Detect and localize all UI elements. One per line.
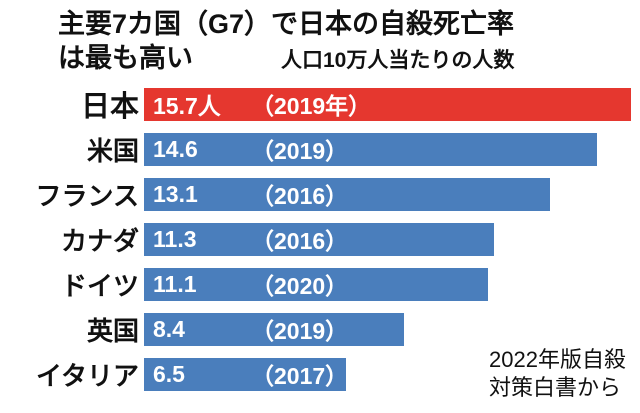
bar-track: 8.4 （2019） — [144, 312, 640, 346]
bar-row-germany: ドイツ 11.1 （2020） — [0, 262, 640, 307]
bar-value-label: 8.4 — [153, 315, 185, 342]
bar-value-label: 15.7人 — [153, 93, 221, 119]
bar-canada: 11.3 （2016） — [144, 222, 495, 256]
category-label-italy: イタリア — [36, 360, 139, 391]
bar-value-label: 11.1 — [153, 270, 197, 297]
bar-track: 13.1 （2016） — [144, 177, 640, 211]
bar-chart: 日本 15.7人 （2019年） 米国 14.6 （2019） フランス — [0, 82, 640, 397]
bar-row-france: フランス 13.1 （2016） — [0, 172, 640, 217]
bar-year-label: （2019年） — [251, 93, 372, 119]
bar-germany: 11.1 （2020） — [144, 267, 489, 301]
bar-row-uk: 英国 8.4 （2019） — [0, 307, 640, 352]
source-note: 2022年版自殺 対策白書から — [489, 346, 626, 403]
chart-title-row2: は最も高い 人口10万人当たりの人数 — [0, 42, 640, 76]
category-label-uk: 英国 — [86, 315, 139, 346]
bar-italy: 6.5 （2017） — [144, 357, 349, 391]
bar-value-label: 11.3 — [153, 225, 197, 252]
bar-year-label: （2019） — [251, 138, 349, 164]
bar-france: 13.1 （2016） — [144, 177, 551, 211]
bar-value-label: 13.1 — [153, 180, 198, 207]
bar-uk: 8.4 （2019） — [144, 312, 405, 346]
chart-title-line2: は最も高い — [58, 42, 193, 73]
bar-track: 11.1 （2020） — [144, 267, 640, 301]
bar-year-label: （2020） — [251, 273, 349, 299]
bar-row-japan: 日本 15.7人 （2019年） — [0, 82, 640, 127]
category-label-japan: 日本 — [80, 91, 139, 123]
source-note-line2: 対策白書から — [489, 375, 622, 401]
bar-value-label: 6.5 — [153, 360, 185, 387]
bar-row-usa: 米国 14.6 （2019） — [0, 127, 640, 172]
bar-usa: 14.6 （2019） — [144, 132, 597, 166]
category-label-germany: ドイツ — [60, 270, 139, 301]
bar-year-label: （2019） — [251, 318, 349, 344]
bar-year-label: （2016） — [251, 183, 349, 209]
source-note-line1: 2022年版自殺 — [489, 346, 626, 372]
bar-track: 11.3 （2016） — [144, 222, 640, 256]
bar-year-label: （2017） — [251, 363, 349, 389]
bar-japan: 15.7人 （2019年） — [144, 87, 631, 121]
bar-row-canada: カナダ 11.3 （2016） — [0, 217, 640, 262]
bar-track: 15.7人 （2019年） — [144, 87, 640, 121]
category-label-france: フランス — [35, 180, 139, 211]
category-label-canada: カナダ — [60, 225, 139, 256]
category-label-usa: 米国 — [86, 135, 139, 166]
bar-value-label: 14.6 — [153, 135, 198, 162]
bar-track: 14.6 （2019） — [144, 132, 640, 166]
chart-unit-note: 人口10万人当たりの人数 — [281, 48, 515, 72]
bar-track: 6.5 （2017） — [144, 357, 640, 391]
bar-year-label: （2016） — [251, 228, 349, 254]
bar-row-italy: イタリア 6.5 （2017） — [0, 352, 640, 397]
chart-title-line1: 主要7カ国（G7）で日本の自殺死亡率 — [58, 9, 515, 39]
